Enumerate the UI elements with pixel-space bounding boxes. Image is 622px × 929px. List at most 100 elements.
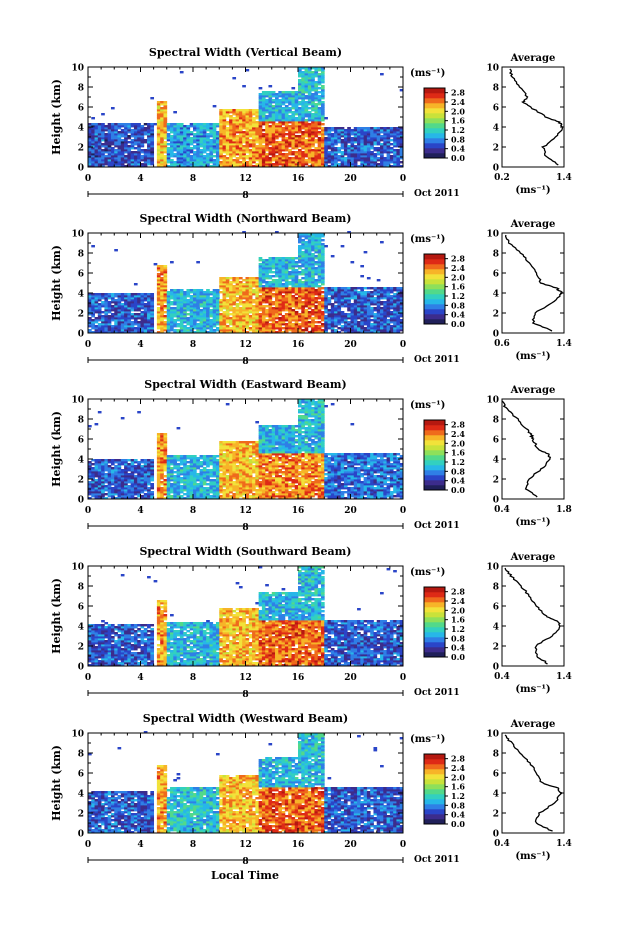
heatmap-cell (242, 329, 246, 332)
heatmap-cell (163, 295, 168, 298)
heatmap-cell (183, 143, 187, 146)
heatmap-cell (133, 319, 138, 322)
heatmap-cell (170, 151, 174, 154)
heatmap-cell (222, 163, 227, 166)
heatmap-cell (275, 315, 279, 318)
heatmap-cell (206, 305, 210, 308)
heatmap-cell (209, 309, 214, 312)
heatmap-cell (189, 165, 194, 168)
heatmap-cell (261, 279, 266, 282)
heatmap-cell (340, 299, 345, 302)
heatmap-cell (314, 285, 319, 288)
heatmap-cell (147, 127, 151, 130)
heatmap-cell (104, 135, 109, 138)
heatmap-cell (245, 129, 250, 132)
heatmap-cell (160, 137, 164, 140)
heatmap-cell (199, 149, 204, 152)
heatmap-cell (284, 99, 289, 102)
heatmap-cell (357, 301, 361, 304)
heatmap-cell (301, 239, 305, 242)
heatmap-cell (127, 141, 132, 144)
heatmap-cell (179, 331, 184, 334)
heatmap-cell (235, 143, 240, 146)
heatmap-cell (340, 303, 345, 306)
heatmap-cell (196, 327, 200, 330)
heatmap-cell (189, 313, 194, 316)
heatmap-cell (294, 131, 299, 134)
heatmap-cell (265, 285, 269, 288)
heatmap-cell (196, 137, 200, 140)
heatmap-cell (376, 289, 381, 292)
heatmap-cell (294, 317, 299, 320)
heatmap-cell (160, 293, 164, 296)
heatmap-cell (268, 281, 273, 284)
heatmap-cell (199, 301, 204, 304)
heatmap-cell (363, 309, 368, 312)
heatmap-cell (130, 129, 135, 132)
heatmap-cell (373, 323, 378, 326)
heatmap-cell (193, 321, 197, 324)
heatmap-cell (202, 123, 207, 126)
heatmap-cell (399, 323, 404, 326)
heatmap-cell (281, 305, 286, 308)
heatmap-cell (298, 245, 302, 248)
heatmap-cell (317, 69, 322, 72)
heatmap-cell (373, 161, 378, 164)
heatmap-cell (343, 157, 348, 160)
heatmap-cell (271, 301, 276, 304)
heatmap-cell (193, 133, 197, 136)
heatmap-cell (94, 293, 99, 296)
heatmap-cell (88, 331, 92, 334)
heatmap-cell (399, 307, 404, 310)
heatmap-cell (163, 327, 168, 330)
heatmap-cell (238, 123, 243, 126)
heatmap-cell (307, 71, 312, 74)
heatmap-cell (311, 325, 315, 328)
heatmap-cell (248, 123, 253, 126)
heatmap-cell (320, 303, 325, 306)
heatmap-cell (366, 135, 371, 138)
heatmap-cell (389, 311, 394, 314)
heatmap-cell (183, 139, 187, 142)
heatmap-cell (324, 299, 328, 302)
heatmap-cell (317, 125, 322, 128)
heatmap-cell (186, 309, 191, 312)
heatmap-cell (330, 151, 335, 154)
heatmap-cell (114, 313, 118, 316)
heatmap-cell (334, 331, 338, 334)
heatmap-cell (350, 311, 355, 314)
heatmap-cell (229, 329, 233, 332)
heatmap-cell (304, 233, 309, 236)
heatmap-cell (238, 135, 243, 138)
heatmap-cell (376, 137, 381, 140)
heatmap-cell (124, 327, 128, 330)
heatmap-cell (314, 261, 319, 264)
heatmap-cell (265, 91, 269, 94)
heatmap-cell (232, 119, 237, 122)
heatmap-cell (298, 313, 302, 316)
heatmap-cell (288, 145, 292, 148)
heatmap-cell (163, 311, 168, 314)
heatmap-cell (110, 147, 115, 150)
heatmap-cell (261, 107, 266, 110)
heatmap-cell (179, 317, 184, 320)
heatmap-cell (314, 155, 319, 158)
heatmap-cell (298, 137, 302, 140)
heatmap-cell (311, 101, 315, 104)
heatmap-cell (304, 119, 309, 122)
heatmap-cell (307, 133, 312, 136)
heatmap-cell (97, 315, 102, 318)
heatmap-cell (278, 103, 282, 106)
heatmap-cell (373, 293, 378, 296)
heatmap-cell (304, 103, 309, 106)
heatmap-cell (363, 129, 368, 132)
heatmap-cell (140, 137, 145, 140)
heatmap-cell (271, 93, 276, 96)
heatmap-cell (278, 303, 282, 306)
heatmap-cell (222, 299, 227, 302)
heatmap-cell (268, 301, 273, 304)
heatmap-cell (107, 317, 112, 320)
heatmap-cell (235, 313, 240, 316)
heatmap-cell (114, 139, 118, 142)
heatmap-cell (311, 137, 315, 140)
